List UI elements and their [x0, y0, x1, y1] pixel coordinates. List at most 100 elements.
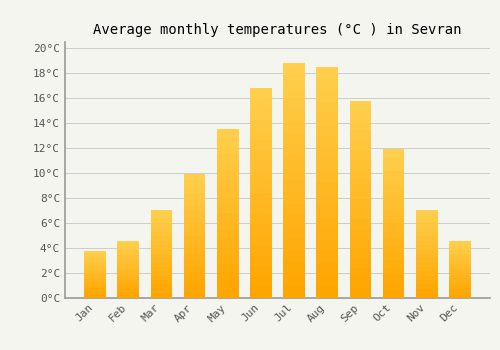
Title: Average monthly temperatures (°C ) in Sevran: Average monthly temperatures (°C ) in Se… — [93, 23, 462, 37]
Bar — [383, 268, 404, 275]
Bar — [217, 197, 238, 205]
Bar — [316, 67, 338, 78]
Bar — [350, 189, 371, 199]
Bar — [250, 99, 272, 109]
Bar — [118, 256, 139, 258]
Bar — [416, 271, 438, 276]
Bar — [350, 199, 371, 209]
Bar — [316, 67, 338, 298]
Bar — [150, 223, 172, 228]
Bar — [118, 281, 139, 284]
Bar — [416, 262, 438, 267]
Bar — [184, 230, 206, 236]
Bar — [316, 159, 338, 171]
Bar — [383, 260, 404, 268]
Bar — [217, 256, 238, 264]
Bar — [118, 267, 139, 270]
Bar — [284, 98, 305, 110]
Bar — [416, 289, 438, 293]
Bar — [250, 276, 272, 287]
Bar — [118, 264, 139, 267]
Bar — [118, 272, 139, 275]
Bar — [284, 251, 305, 262]
Bar — [118, 241, 139, 298]
Bar — [383, 290, 404, 298]
Bar — [284, 262, 305, 274]
Bar — [250, 266, 272, 276]
Bar — [150, 219, 172, 223]
Bar — [118, 261, 139, 264]
Bar — [416, 258, 438, 262]
Bar — [383, 216, 404, 223]
Bar — [350, 248, 371, 258]
Bar — [217, 188, 238, 197]
Bar — [250, 224, 272, 235]
Bar — [150, 289, 172, 293]
Bar — [118, 295, 139, 298]
Bar — [416, 280, 438, 285]
Bar — [84, 284, 106, 286]
Bar — [350, 120, 371, 130]
Bar — [250, 287, 272, 298]
Bar — [217, 171, 238, 180]
Bar — [184, 174, 206, 298]
Bar — [383, 179, 404, 186]
Bar — [118, 284, 139, 286]
Bar — [184, 211, 206, 217]
Bar — [449, 261, 470, 264]
Bar — [383, 194, 404, 201]
Bar — [284, 216, 305, 227]
Bar — [217, 129, 238, 138]
Bar — [449, 267, 470, 270]
Bar — [184, 236, 206, 242]
Bar — [150, 237, 172, 241]
Bar — [449, 253, 470, 256]
Bar — [217, 247, 238, 256]
Bar — [284, 86, 305, 98]
Bar — [150, 262, 172, 267]
Bar — [118, 289, 139, 292]
Bar — [449, 272, 470, 275]
Bar — [84, 293, 106, 295]
Bar — [217, 289, 238, 298]
Bar — [284, 286, 305, 298]
Bar — [316, 194, 338, 205]
Bar — [416, 223, 438, 228]
Bar — [118, 292, 139, 295]
Bar — [150, 232, 172, 237]
Bar — [118, 275, 139, 278]
Bar — [383, 156, 404, 164]
Bar — [118, 250, 139, 253]
Bar — [217, 129, 238, 298]
Bar — [150, 245, 172, 250]
Bar — [184, 254, 206, 260]
Bar — [350, 110, 371, 120]
Bar — [383, 164, 404, 171]
Bar — [416, 215, 438, 219]
Bar — [350, 258, 371, 268]
Bar — [150, 267, 172, 271]
Bar — [284, 110, 305, 122]
Bar — [118, 258, 139, 261]
Bar — [184, 273, 206, 279]
Bar — [118, 247, 139, 250]
Bar — [316, 78, 338, 90]
Bar — [449, 258, 470, 261]
Bar — [284, 239, 305, 251]
Bar — [184, 187, 206, 193]
Bar — [217, 138, 238, 146]
Bar — [350, 130, 371, 140]
Bar — [118, 270, 139, 272]
Bar — [250, 182, 272, 193]
Bar — [250, 130, 272, 140]
Bar — [416, 228, 438, 232]
Bar — [184, 242, 206, 248]
Bar — [350, 150, 371, 160]
Bar — [416, 267, 438, 271]
Bar — [150, 280, 172, 285]
Bar — [449, 284, 470, 286]
Bar — [150, 250, 172, 254]
Bar — [350, 219, 371, 229]
Bar — [250, 119, 272, 130]
Bar — [316, 205, 338, 217]
